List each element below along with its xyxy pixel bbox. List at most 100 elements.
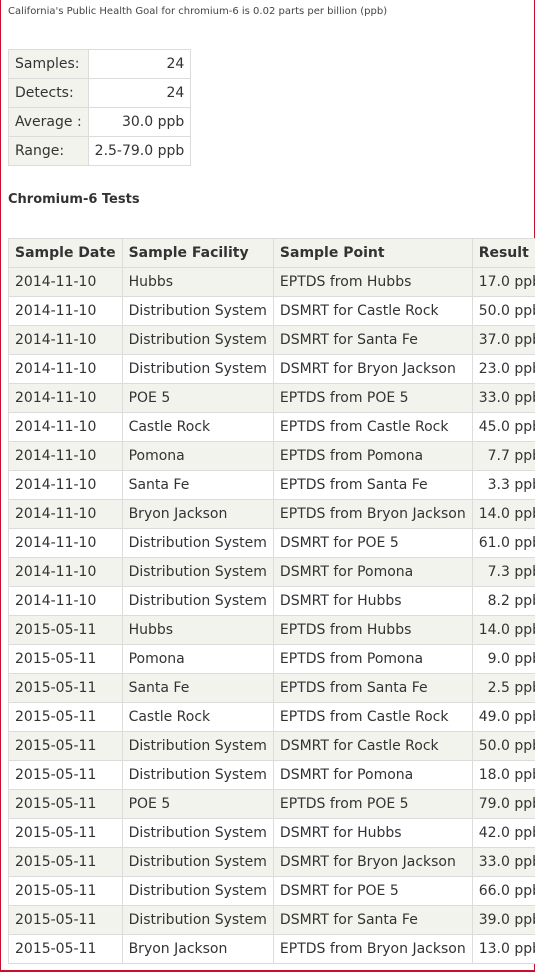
cell-sample-date: 2014-11-10 [8, 325, 123, 355]
cell-sample-point: EPTDS from Castle Rock [272, 702, 473, 732]
summary-value: 30.0 ppb [87, 107, 192, 137]
table-row: 2015-05-11 Hubbs EPTDS from Hubbs 14.0 ppb [8, 615, 535, 645]
cell-result: 7.7 ppb [471, 441, 535, 471]
cell-sample-point: EPTDS from Santa Fe [272, 470, 473, 500]
cell-sample-date: 2014-11-10 [8, 296, 123, 326]
cell-sample-facility: Distribution System [121, 905, 274, 935]
table-row: 2014-11-10 Distribution System DSMRT for C… [8, 296, 535, 326]
cell-sample-point: DSMRT for Bryon Jackson [272, 354, 473, 384]
table-row: 2015-05-11 Distribution System DSMRT for B… [8, 847, 535, 877]
cell-sample-facility: Distribution System [121, 586, 274, 616]
cell-sample-date: 2015-05-11 [8, 673, 123, 703]
cell-sample-facility: Distribution System [121, 731, 274, 761]
cell-sample-point: DSMRT for Santa Fe [272, 905, 473, 935]
cell-sample-date: 2015-05-11 [8, 731, 123, 761]
table-row: 2015-05-11 Castle Rock EPTDS from Castle R… [8, 702, 535, 732]
cell-result: 50.0 ppb [471, 731, 535, 761]
cell-result: 3.3 ppb [471, 470, 535, 500]
cell-sample-point: EPTDS from Hubbs [272, 267, 473, 297]
cell-sample-point: EPTDS from Hubbs [272, 615, 473, 645]
cell-sample-facility: Pomona [121, 441, 274, 471]
cell-sample-date: 2015-05-11 [8, 905, 123, 935]
table-row: 2015-05-11 Santa Fe EPTDS from Santa Fe 2.5… [8, 673, 535, 703]
cell-sample-point: EPTDS from POE 5 [272, 789, 473, 819]
health-goal-note: California's Public Health Goal for chro… [8, 6, 388, 17]
cell-sample-date: 2015-05-11 [8, 818, 123, 848]
cell-result: 37.0 ppb [471, 325, 535, 355]
cell-sample-point: EPTDS from Pomona [272, 644, 473, 674]
cell-sample-date: 2014-11-10 [8, 528, 123, 558]
cell-sample-point: EPTDS from Santa Fe [272, 673, 473, 703]
table-row: 2015-05-11 Distribution System DSMRT for H… [8, 818, 535, 848]
cell-sample-date: 2014-11-10 [8, 383, 123, 413]
summary-row-range: Range: 2.5-79.0 ppb [8, 136, 192, 166]
cell-sample-date: 2014-11-10 [8, 354, 123, 384]
cell-sample-date: 2015-05-11 [8, 876, 123, 906]
summary-label: Samples: [8, 49, 89, 79]
table-row: 2015-05-11 Distribution System DSMRT for C… [8, 731, 535, 761]
cell-sample-point: DSMRT for Santa Fe [272, 325, 473, 355]
cell-sample-facility: Castle Rock [121, 702, 274, 732]
cell-sample-facility: POE 5 [121, 789, 274, 819]
table-row: 2014-11-10 Distribution System DSMRT for P… [8, 528, 535, 558]
cell-result: 14.0 ppb [471, 499, 535, 529]
cell-sample-facility: Distribution System [121, 528, 274, 558]
table-row: 2014-11-10 Distribution System DSMRT for H… [8, 586, 535, 616]
cell-result: 33.0 ppb [471, 383, 535, 413]
cell-sample-date: 2014-11-10 [8, 557, 123, 587]
summary-value: 24 [87, 78, 192, 108]
cell-result: 33.0 ppb [471, 847, 535, 877]
cell-sample-point: EPTDS from Bryon Jackson [272, 934, 473, 964]
table-row: 2014-11-10 Castle Rock EPTDS from Castle R… [8, 412, 535, 442]
summary-row-samples: Samples: 24 [8, 49, 192, 79]
cell-sample-facility: Santa Fe [121, 470, 274, 500]
cell-sample-facility: Santa Fe [121, 673, 274, 703]
cell-result: 14.0 ppb [471, 615, 535, 645]
cell-sample-point: EPTDS from Bryon Jackson [272, 499, 473, 529]
cell-sample-facility: Distribution System [121, 296, 274, 326]
cell-result: 23.0 ppb [471, 354, 535, 384]
tests-body: 2014-11-10 Hubbs EPTDS from Hubbs 17.0 ppb 2… [8, 267, 535, 964]
cell-sample-facility: Distribution System [121, 325, 274, 355]
cell-sample-facility: Distribution System [121, 354, 274, 384]
column-header-sample-facility: Sample Facility [121, 238, 274, 268]
summary-label: Range: [8, 136, 89, 166]
cell-sample-date: 2014-11-10 [8, 441, 123, 471]
table-row: 2014-11-10 Bryon Jackson EPTDS from Bryon … [8, 499, 535, 529]
header-row: Sample Date Sample Facility Sample Point… [8, 238, 535, 268]
cell-result: 50.0 ppb [471, 296, 535, 326]
cell-sample-date: 2015-05-11 [8, 644, 123, 674]
table-row: 2014-11-10 Hubbs EPTDS from Hubbs 17.0 ppb [8, 267, 535, 297]
cell-sample-date: 2015-05-11 [8, 760, 123, 790]
cell-sample-point: EPTDS from POE 5 [272, 383, 473, 413]
table-row: 2015-05-11 Distribution System DSMRT for P… [8, 876, 535, 906]
summary-row-detects: Detects: 24 [8, 78, 192, 108]
table-row: 2014-11-10 POE 5 EPTDS from POE 5 33.0 ppb [8, 383, 535, 413]
cell-sample-facility: Bryon Jackson [121, 499, 274, 529]
cell-result: 49.0 ppb [471, 702, 535, 732]
column-header-result: Result [471, 238, 535, 268]
cell-sample-facility: Distribution System [121, 818, 274, 848]
cell-sample-facility: Pomona [121, 644, 274, 674]
cell-sample-facility: Distribution System [121, 847, 274, 877]
cell-sample-date: 2014-11-10 [8, 267, 123, 297]
chromium-tests-table: Sample Date Sample Facility Sample Point… [8, 238, 535, 964]
cell-sample-date: 2014-11-10 [8, 586, 123, 616]
cell-result: 17.0 ppb [471, 267, 535, 297]
cell-result: 66.0 ppb [471, 876, 535, 906]
table-row: 2014-11-10 Distribution System DSMRT for S… [8, 325, 535, 355]
table-row: 2015-05-11 Distribution System DSMRT for S… [8, 905, 535, 935]
cell-result: 79.0 ppb [471, 789, 535, 819]
cell-result: 45.0 ppb [471, 412, 535, 442]
cell-sample-facility: Bryon Jackson [121, 934, 274, 964]
summary-label: Average : [8, 107, 89, 137]
cell-result: 8.2 ppb [471, 586, 535, 616]
cell-sample-point: DSMRT for Hubbs [272, 586, 473, 616]
column-header-sample-point: Sample Point [272, 238, 473, 268]
cell-result: 42.0 ppb [471, 818, 535, 848]
cell-result: 39.0 ppb [471, 905, 535, 935]
cell-sample-point: DSMRT for Pomona [272, 760, 473, 790]
cell-sample-date: 2015-05-11 [8, 789, 123, 819]
cell-sample-facility: Hubbs [121, 267, 274, 297]
